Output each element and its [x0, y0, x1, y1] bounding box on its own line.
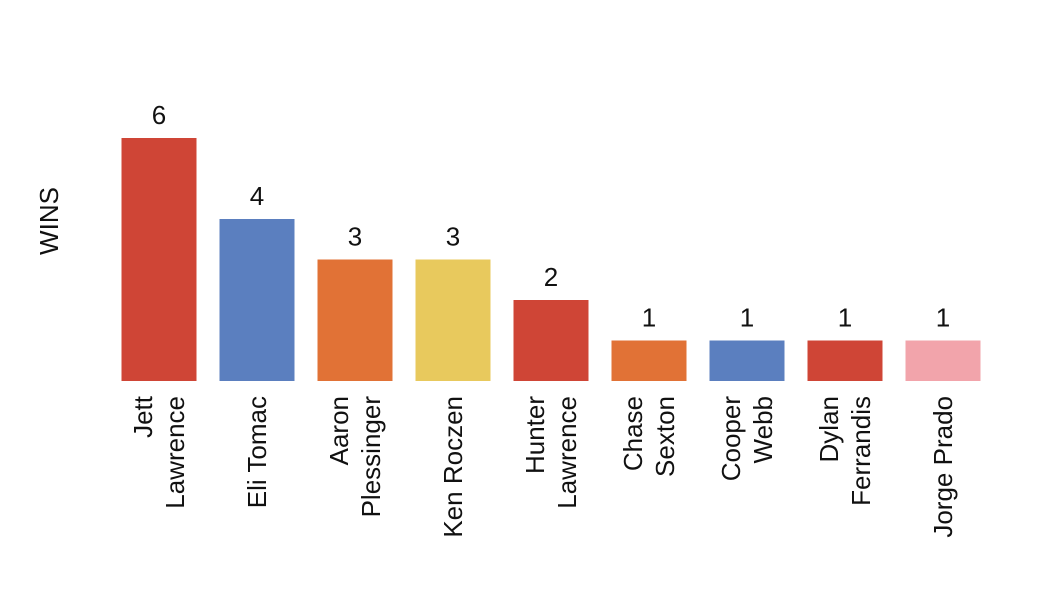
category-label: Jorge Prado [928, 396, 958, 538]
bar [905, 340, 981, 381]
bar [807, 340, 883, 381]
category-label-line: Plessinger [356, 396, 386, 518]
value-label-group: 6 4 3 3 2 1 1 1 1 [152, 100, 950, 333]
category-label: Aaron Plessinger [324, 396, 386, 518]
bar [709, 340, 785, 381]
bar-value-label: 1 [838, 303, 852, 333]
category-label-line: Ferrandis [846, 396, 876, 506]
bar-value-label: 2 [544, 262, 558, 292]
category-label: Cooper Webb [716, 396, 778, 482]
category-label-line: Chase [618, 396, 648, 471]
category-label: Dylan Ferrandis [814, 396, 876, 506]
category-label: Jett Lawrence [128, 395, 190, 508]
bar-value-label: 1 [936, 303, 950, 333]
bar-value-label: 3 [446, 222, 460, 252]
category-label: Eli Tomac [242, 396, 272, 508]
bar-value-label: 6 [152, 100, 166, 130]
bar-value-label: 1 [740, 303, 754, 333]
bar-value-label: 1 [642, 303, 656, 333]
category-label-line: Aaron [324, 396, 354, 465]
category-label-line: Dylan [814, 396, 844, 462]
category-label-line: Ken Roczen [438, 396, 468, 538]
category-label-line: Jett [128, 395, 158, 438]
category-label: Chase Sexton [618, 396, 680, 477]
bar [513, 300, 589, 381]
category-label-line: Webb [748, 396, 778, 463]
category-label: Hunter Lawrence [520, 396, 582, 509]
category-label-line: Lawrence [552, 396, 582, 509]
category-label-line: Lawrence [160, 396, 190, 509]
category-label-line: Cooper [716, 396, 746, 482]
category-label-group: Jett Lawrence Eli Tomac Aaron Plessinger Ken … [128, 395, 958, 537]
category-label: Ken Roczen [438, 396, 468, 538]
bar [317, 259, 393, 381]
bar-value-label: 4 [250, 181, 264, 211]
bar-group [121, 138, 981, 381]
bar [219, 219, 295, 381]
category-label-line: Jorge Prado [928, 396, 958, 538]
category-label-line: Eli Tomac [242, 396, 272, 508]
category-label-line: Sexton [650, 396, 680, 477]
bar [611, 340, 687, 381]
bar [121, 138, 197, 381]
category-label-line: Hunter [520, 396, 550, 474]
bar [415, 259, 491, 381]
bar-value-label: 3 [348, 222, 362, 252]
y-axis-title: WINS [34, 187, 64, 255]
